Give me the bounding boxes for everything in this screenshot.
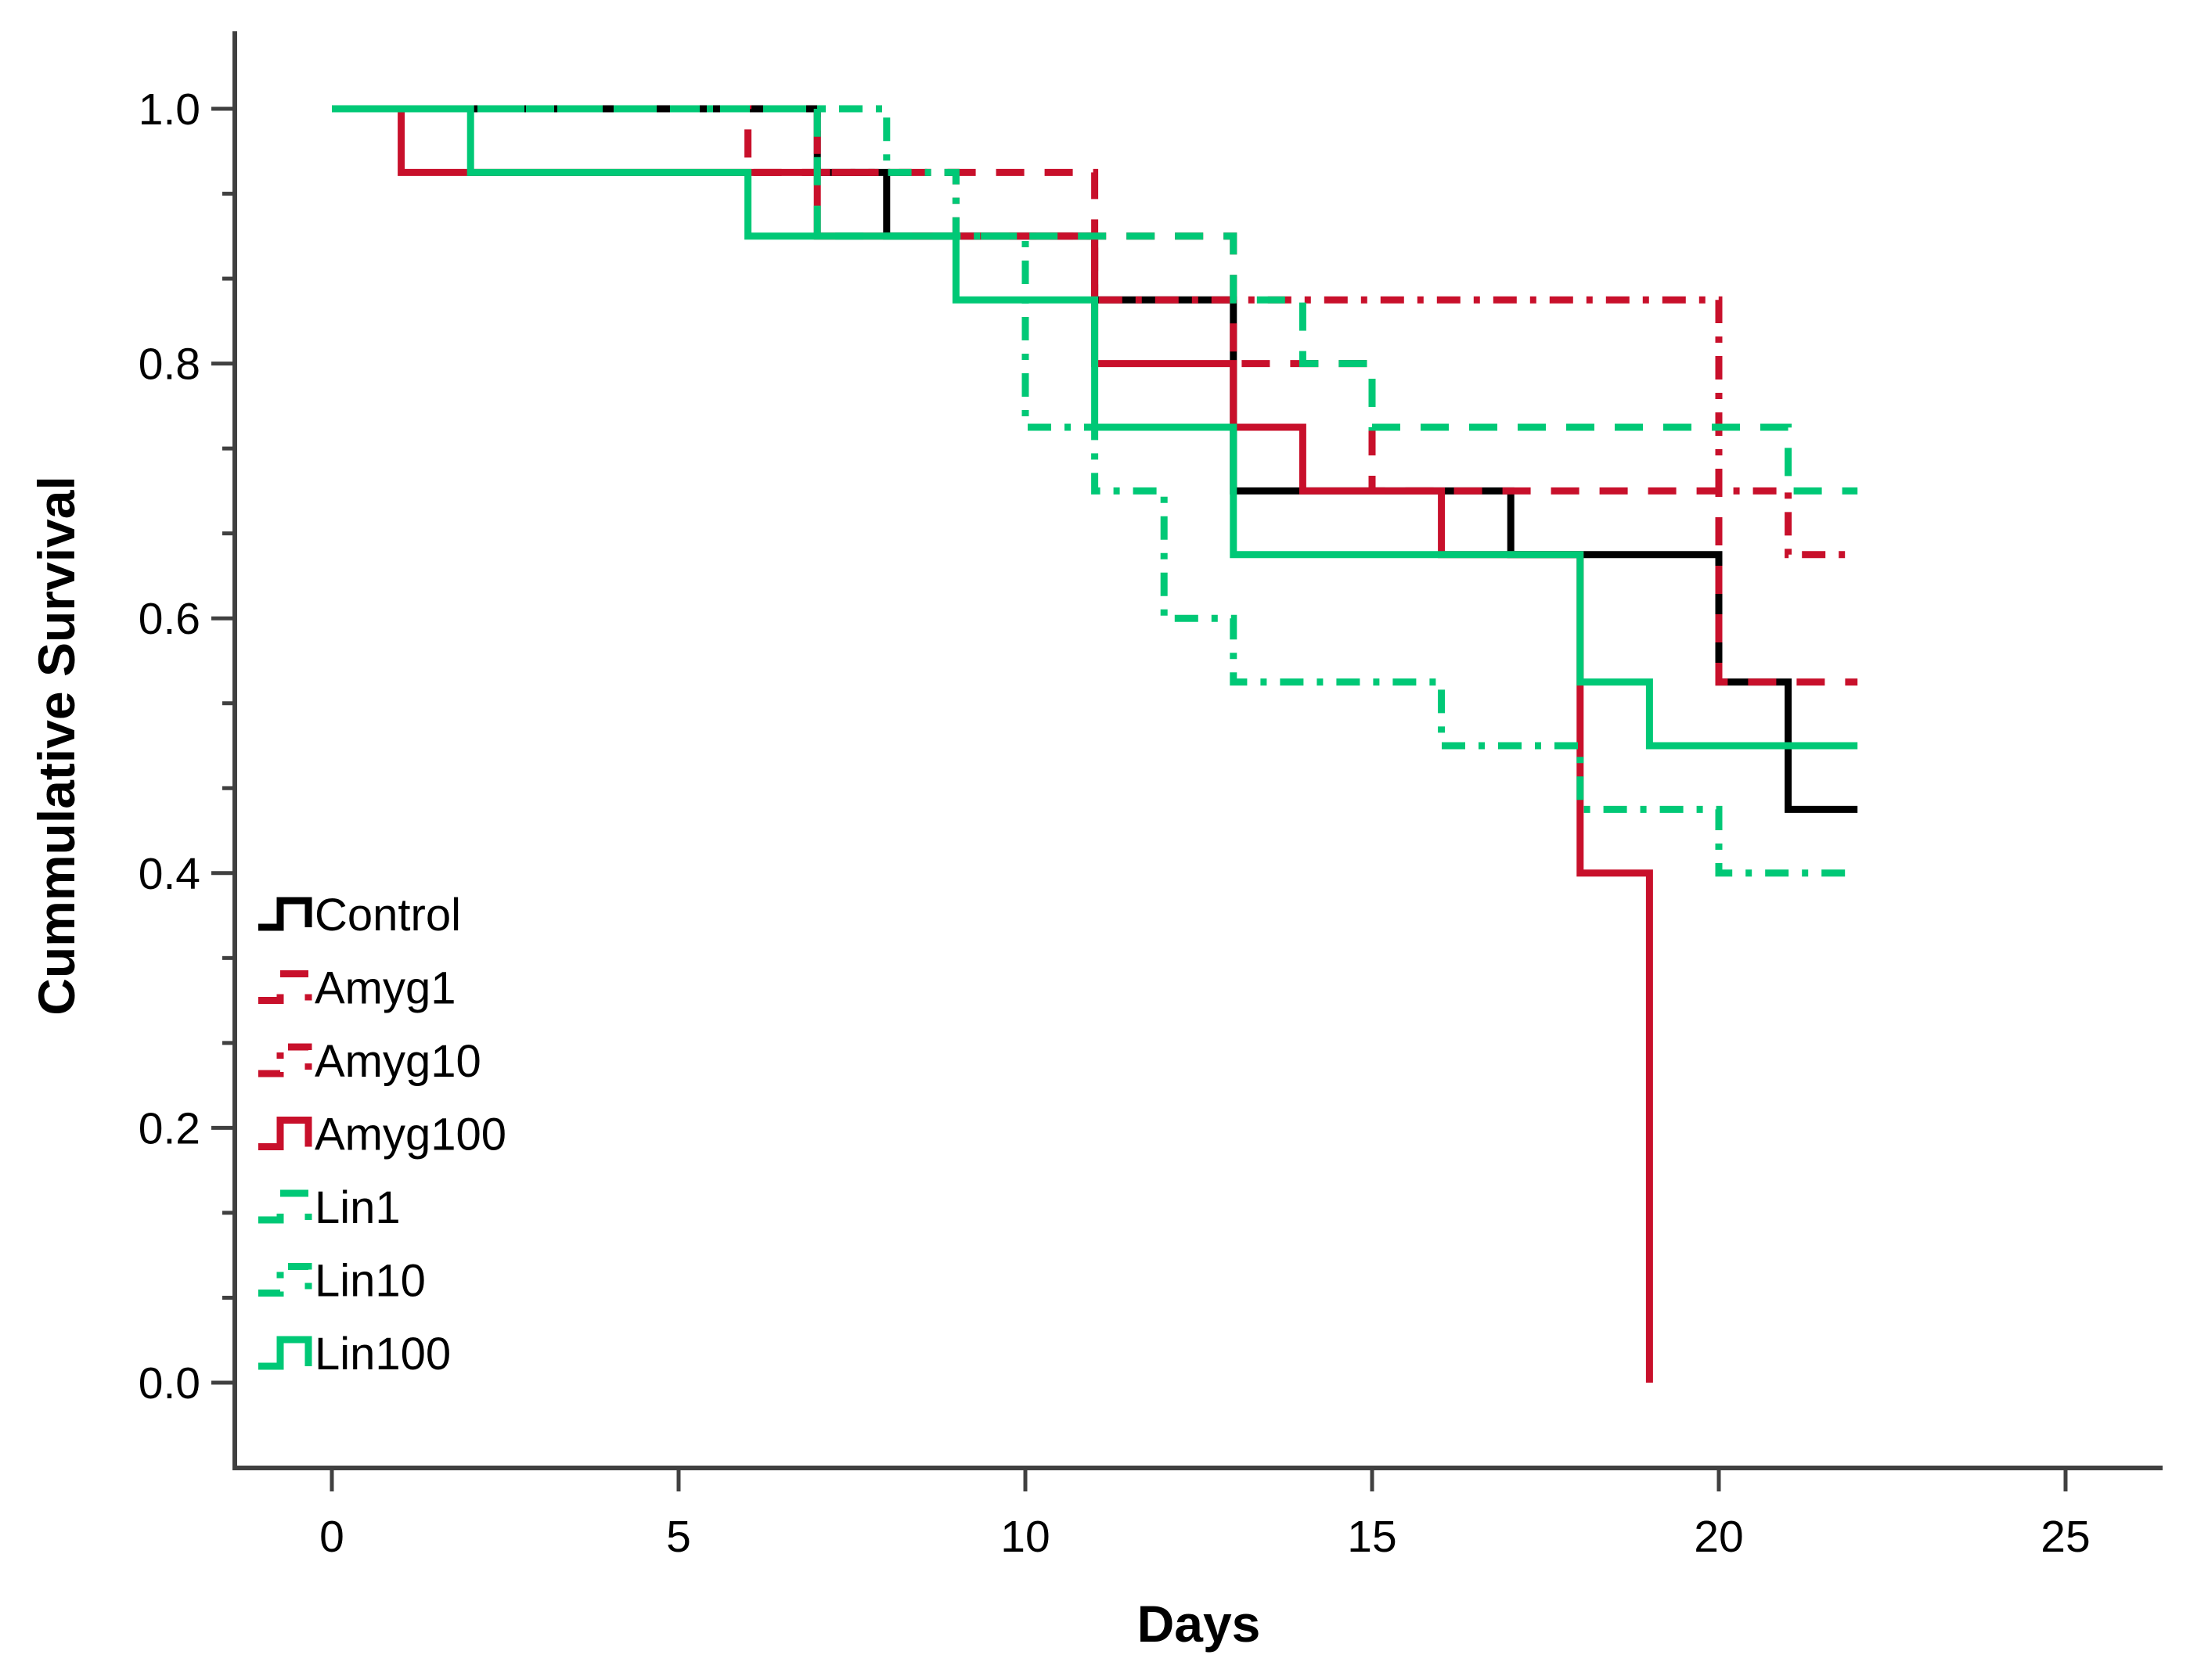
y-tick-label: 0.2: [139, 1103, 200, 1153]
legend-label-lin10: Lin10: [315, 1256, 426, 1307]
legend-label-control: Control: [315, 890, 461, 941]
y-tick-label: 0.0: [139, 1358, 200, 1408]
x-tick-label: 0: [319, 1512, 344, 1562]
legend-swatch-lin1: [258, 1189, 312, 1224]
y-tick-label: 0.8: [139, 340, 200, 390]
series-curve-lin1: [332, 105, 1858, 495]
series-curve-lin10: [332, 105, 1858, 877]
legend-swatch-lin100: [258, 1336, 312, 1370]
x-axis-title: Days: [1137, 1595, 1261, 1653]
legend-swatch-amyg100: [258, 1117, 312, 1150]
y-tick-label: 0.4: [139, 849, 200, 899]
legend-swatch-amyg10: [258, 1043, 312, 1077]
legend-swatch-amyg1: [258, 970, 312, 1004]
legend-label-amyg1: Amyg1: [315, 963, 456, 1014]
y-tick-label: 0.6: [139, 594, 200, 644]
y-axis-title: Cummulative Survival: [27, 476, 85, 1016]
legend-label-amyg100: Amyg100: [315, 1110, 506, 1160]
legend-swatch-control: [258, 897, 312, 931]
x-tick-label: 15: [1347, 1512, 1396, 1562]
x-tick-label: 20: [1694, 1512, 1743, 1562]
legend-label-lin1: Lin1: [315, 1182, 401, 1233]
series-curve-lin100: [332, 105, 1858, 750]
legend-swatch-lin10: [258, 1263, 312, 1297]
x-tick-label: 5: [666, 1512, 691, 1562]
legend-label-amyg10: Amyg10: [315, 1036, 481, 1087]
x-tick-label: 25: [2041, 1512, 2090, 1562]
x-tick-label: 10: [1000, 1512, 1050, 1562]
legend-label-lin100: Lin100: [315, 1329, 451, 1380]
y-tick-label: 1.0: [139, 85, 200, 135]
